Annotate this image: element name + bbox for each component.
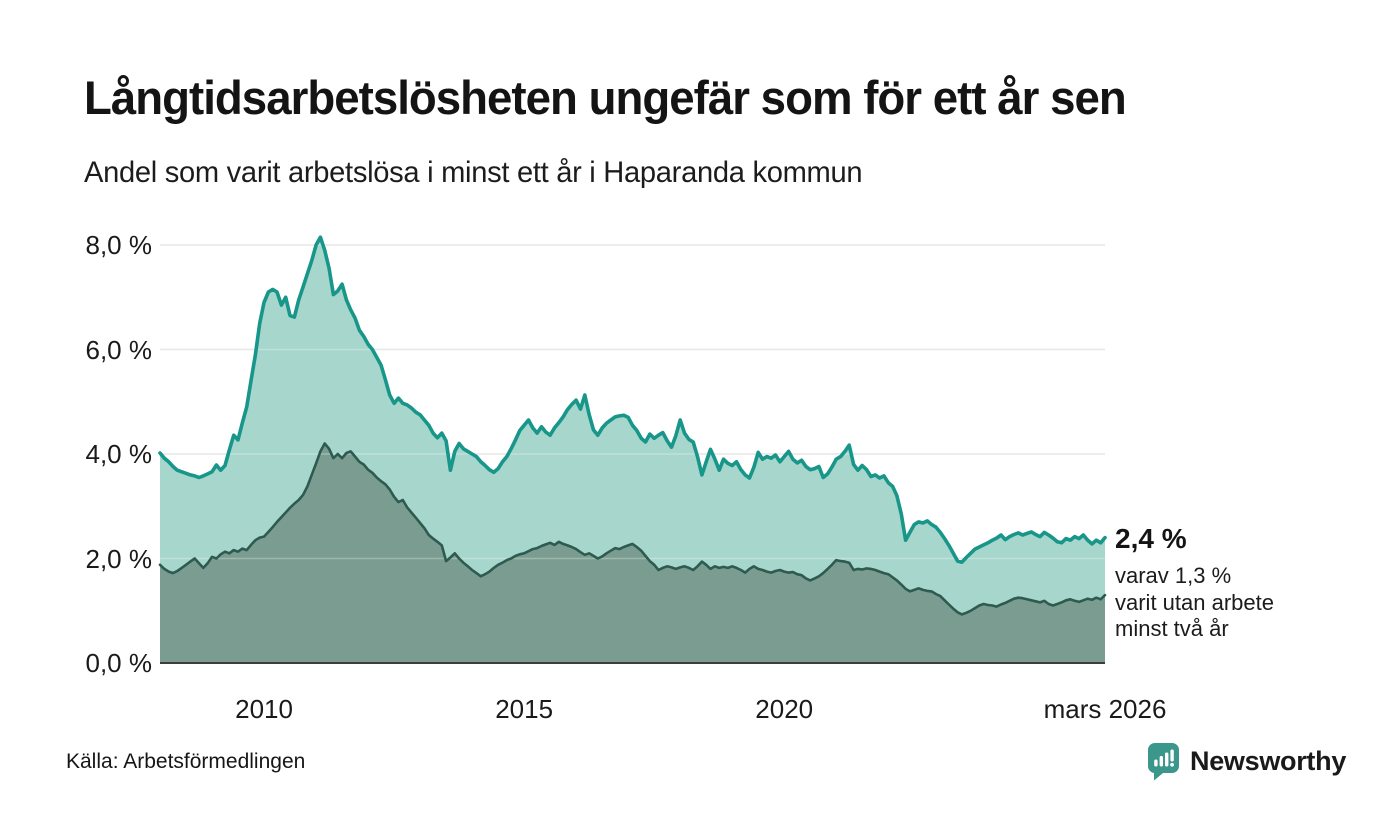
latest-value-annotation: 2,4 % varav 1,3 % varit utan arbete mins… xyxy=(1115,524,1385,643)
annotation-line-2: varit utan arbete xyxy=(1115,589,1274,615)
x-tick-label: mars 2026 xyxy=(1043,694,1167,724)
line-total xyxy=(158,235,1107,564)
latest-two-year-note: varav 1,3 % varit utan arbete minst två … xyxy=(1115,563,1385,643)
chart-plot-area xyxy=(158,220,1107,664)
chart-subtitle: Andel som varit arbetslösa i minst ett å… xyxy=(84,156,863,189)
page-title: Långtidsarbetslösheten ungefär som för e… xyxy=(84,71,1127,124)
y-tick-label: 6,0 % xyxy=(85,334,153,365)
area-two-year xyxy=(160,443,1105,663)
x-tick-label: 2020 xyxy=(755,694,814,724)
annotation-line-3: minst två år xyxy=(1115,616,1229,641)
y-tick-label: 2,0 % xyxy=(85,543,153,574)
latest-total-value: 2,4 % xyxy=(1115,523,1187,554)
y-tick-label: 4,0 % xyxy=(85,439,153,469)
line-two-year xyxy=(158,442,1107,616)
annotation-line-1: varav 1,3 % xyxy=(1115,563,1232,588)
y-tick-label: 0,0 % xyxy=(85,648,153,678)
newsworthy-brand: Newsworthy xyxy=(1147,742,1346,781)
x-tick-label: 2015 xyxy=(495,694,554,724)
source-credit: Källa: Arbetsförmedlingen xyxy=(66,750,306,773)
area-chart xyxy=(158,235,1107,664)
x-tick-label: 2010 xyxy=(235,694,293,724)
newsworthy-logo-icon xyxy=(1147,743,1179,781)
y-tick-label: 8,0 % xyxy=(85,230,153,260)
brand-name: Newsworthy xyxy=(1190,746,1347,776)
